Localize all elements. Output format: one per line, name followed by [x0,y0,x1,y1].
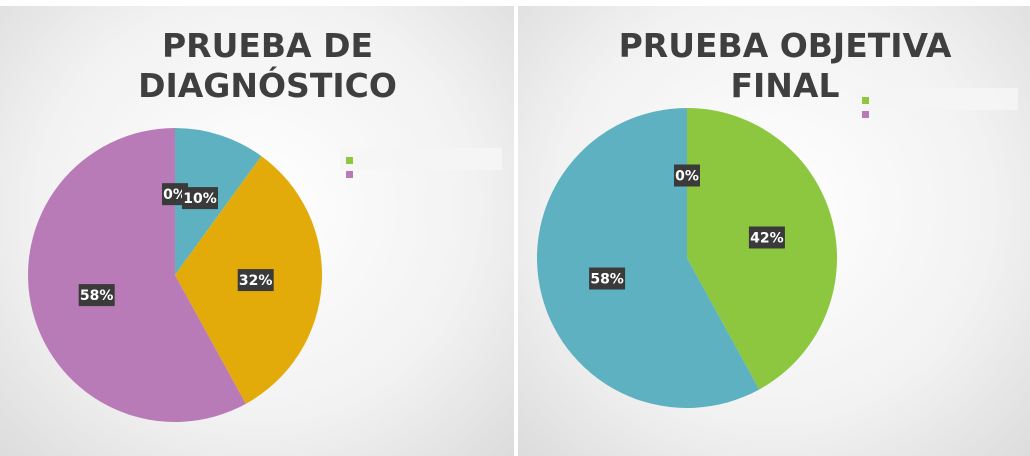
label-box [748,226,785,249]
label-box [589,267,626,290]
chart-title: PRUEBA DE DIAGNÓSTICO [138,26,397,105]
chart-title: PRUEBA OBJETIVA FINAL [618,26,952,105]
pie-slice [537,108,760,408]
legend-swatch [346,157,353,164]
data-label: 42% [750,230,784,246]
label-box [237,269,274,292]
pie-slice [687,108,838,390]
data-label: 58% [590,272,624,288]
data-label: 0% [675,169,699,185]
legend: DOMINA LOS APRENDIZAJES REQUERIDOS.ALCAN… [856,88,1018,118]
data-label: 32% [239,273,273,289]
legend-swatch [862,111,869,118]
label-box [162,183,188,206]
data-label: 10% [183,191,217,207]
label-box [674,164,700,187]
label-box [181,187,218,210]
data-label: 0% [163,187,187,203]
data-label: 58% [80,288,114,304]
legend-swatch [862,97,869,104]
label-box [78,284,115,307]
pie-slice [27,128,246,422]
legend: DOMINA LOS APRENDIZAJES REQUERIDOS.ALCAN… [340,148,502,178]
pie-slice [175,128,262,275]
legend-swatch [346,171,353,178]
